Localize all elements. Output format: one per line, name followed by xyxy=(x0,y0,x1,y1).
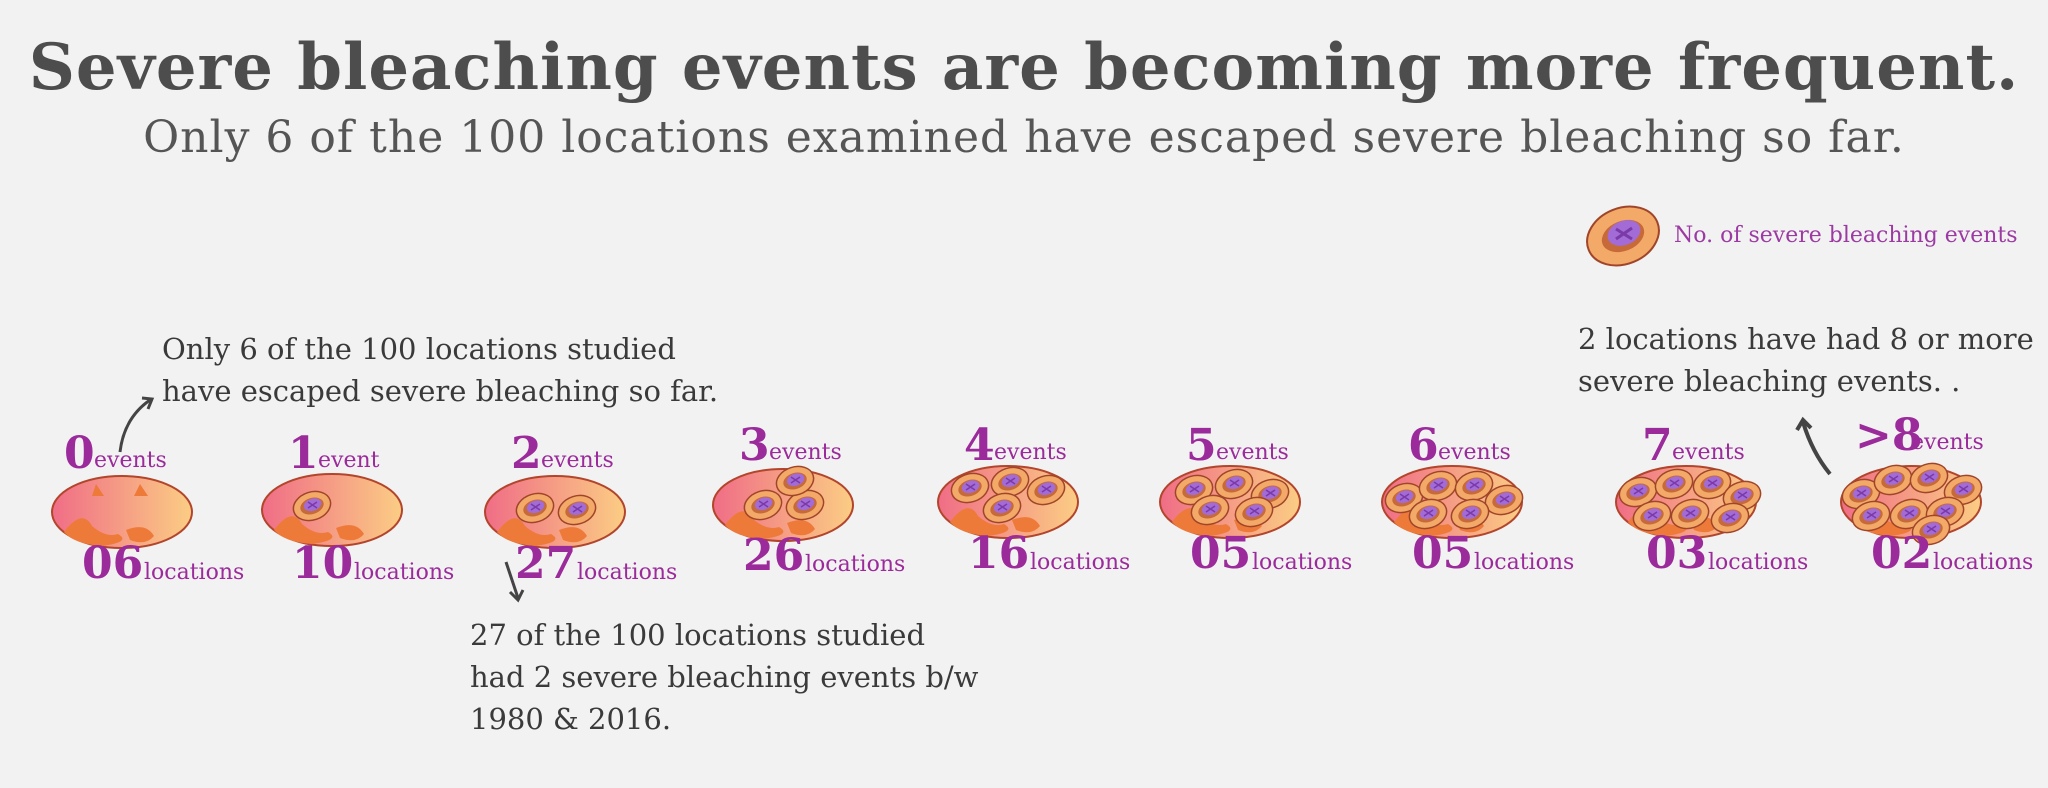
legend-label: No. of severe bleaching events xyxy=(1674,222,2018,248)
coral-branch-3 xyxy=(725,511,784,539)
location-count-2: 27 xyxy=(515,538,577,589)
event-count-7: 7 xyxy=(1642,420,1673,471)
event-word-7: events xyxy=(1672,440,1745,465)
legend: No. of severe bleaching events xyxy=(1586,202,2018,268)
coral-branch-0 xyxy=(64,518,123,546)
event-word-3: events xyxy=(769,440,842,465)
event-count-5: 5 xyxy=(1186,420,1217,471)
polyp-icon xyxy=(785,489,825,521)
polyp-icon xyxy=(1710,502,1750,534)
polyp-icon xyxy=(950,472,990,504)
coral-6 xyxy=(1381,465,1524,539)
event-count-4: 4 xyxy=(964,420,995,471)
polyp-icon xyxy=(982,492,1022,524)
polyp-icon xyxy=(1190,494,1230,526)
polyp-icon xyxy=(515,492,555,524)
polyp-icon xyxy=(1026,474,1066,506)
coral-branch-2 xyxy=(497,518,556,546)
location-count-7: 03 xyxy=(1646,528,1708,579)
location-count-6: 05 xyxy=(1412,528,1474,579)
event-count-0: 0 xyxy=(64,428,95,479)
location-word-7: locations xyxy=(1708,550,1809,575)
location-word-1: locations xyxy=(354,560,455,585)
location-count-1: 10 xyxy=(292,538,354,589)
polyp-icon xyxy=(1692,468,1732,500)
event-word-1: event xyxy=(318,448,380,473)
coral-branch-b-0 xyxy=(126,527,154,543)
event-word-2: events xyxy=(541,448,614,473)
coral-7 xyxy=(1615,465,1762,539)
location-word-8: locations xyxy=(1933,550,2034,575)
coral-spike-a xyxy=(92,484,104,496)
coral-branch-1 xyxy=(274,516,333,544)
polyp-icon xyxy=(1454,470,1494,502)
coral-5 xyxy=(1159,465,1301,539)
event-word-4: events xyxy=(994,440,1067,465)
polyp-icon xyxy=(775,465,815,497)
polyp-icon xyxy=(1632,500,1672,532)
event-word-5: events xyxy=(1216,440,1289,465)
polyp-icon xyxy=(1851,500,1891,532)
polyp-icon xyxy=(1943,474,1983,506)
annotation-zero: Only 6 of the 100 locations studied have… xyxy=(162,332,719,408)
polyp-icon xyxy=(1408,498,1448,530)
coral-branch-4 xyxy=(950,508,1009,536)
polyp-icon xyxy=(1618,476,1658,508)
event-count-1: 1 xyxy=(288,428,319,479)
location-word-3: locations xyxy=(805,552,906,577)
location-word-5: locations xyxy=(1252,550,1353,575)
event-count-6: 6 xyxy=(1408,420,1439,471)
polyp-icon xyxy=(1418,470,1458,502)
polyp-icon xyxy=(1873,464,1913,496)
event-count-2: 2 xyxy=(511,428,542,479)
coral-branch-b-1 xyxy=(336,525,364,541)
polyp-icon xyxy=(1234,496,1274,528)
coral-0 xyxy=(51,475,193,549)
location-word-4: locations xyxy=(1030,550,1131,575)
event-count-8: >8 xyxy=(1855,410,1923,461)
polyp-icon xyxy=(1214,468,1254,500)
polyp-icon xyxy=(1484,484,1524,516)
location-word-2: locations xyxy=(577,560,678,585)
chart-title: Severe bleaching events are becoming mor… xyxy=(28,30,2020,105)
location-word-6: locations xyxy=(1474,550,1575,575)
polyp-icon xyxy=(292,490,332,522)
polyp-icon xyxy=(743,489,783,521)
polyp-icon xyxy=(1654,468,1694,500)
coral-4 xyxy=(937,465,1079,539)
location-count-4: 16 xyxy=(968,528,1030,579)
coral-1 xyxy=(261,473,403,547)
location-count-5: 05 xyxy=(1190,528,1252,579)
polyp-icon xyxy=(1670,498,1710,530)
coral-2 xyxy=(484,475,626,549)
coral-branch-b-3 xyxy=(787,520,815,536)
coral-branch-b-4 xyxy=(1012,517,1040,533)
event-word-0: events xyxy=(94,448,167,473)
polyp-icon xyxy=(1384,482,1424,514)
polyp-icon xyxy=(1450,498,1490,530)
event-count-3: 3 xyxy=(739,420,770,471)
annotation-eight: 2 locations have had 8 or more severe bl… xyxy=(1578,322,2034,398)
coral-8 xyxy=(1840,462,1983,546)
polyp-icon xyxy=(1911,514,1951,546)
polyp-icon xyxy=(1909,462,1949,494)
polyp-icon xyxy=(557,494,597,526)
coral-3 xyxy=(712,465,854,542)
coral-spike-b xyxy=(134,484,148,496)
event-word-6: events xyxy=(1438,440,1511,465)
chart-subtitle: Only 6 of the 100 locations examined hav… xyxy=(143,112,1905,163)
event-word-8: events xyxy=(1911,430,1984,455)
polyp-icon xyxy=(1586,205,1660,267)
location-count-8: 02 xyxy=(1871,528,1933,579)
annotation-arrows xyxy=(118,396,1832,603)
location-word-0: locations xyxy=(144,560,245,585)
location-count-3: 26 xyxy=(743,530,805,581)
location-count-0: 06 xyxy=(82,538,144,589)
coral-branch-b-2 xyxy=(559,527,587,543)
annotation-two: 27 of the 100 locations studied had 2 se… xyxy=(470,618,979,736)
